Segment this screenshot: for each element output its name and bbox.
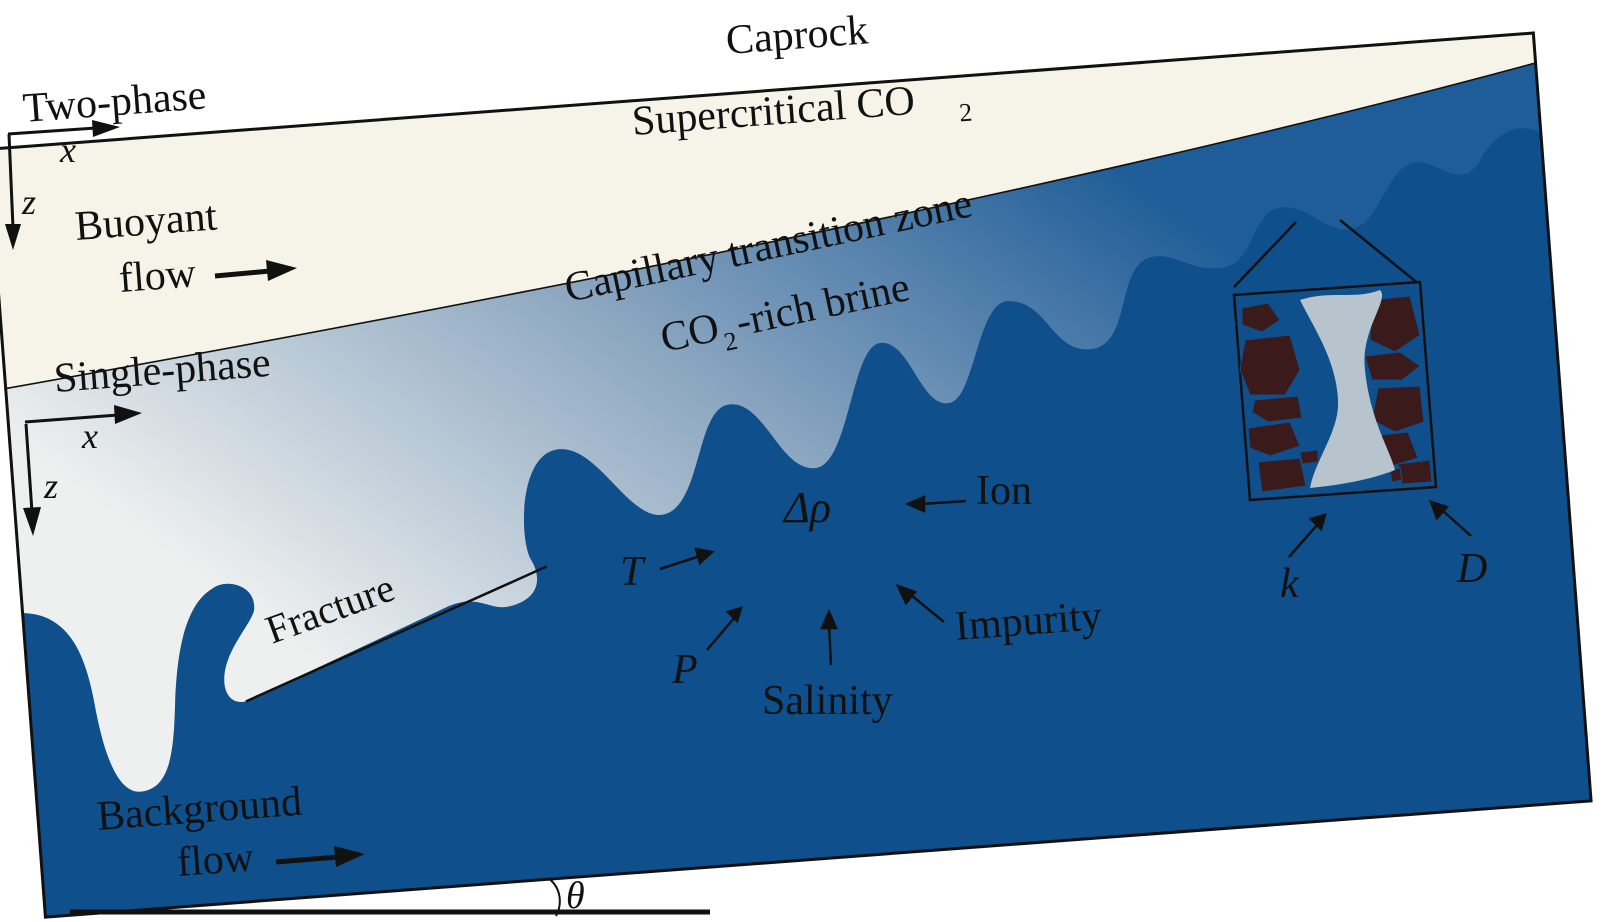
permeability-label: k: [1280, 561, 1300, 607]
background-flow-arrow: [275, 854, 339, 865]
x-arrow-icon: [114, 405, 142, 424]
caprock-two-phase-region: [0, 33, 1536, 389]
x-axis-label-bottom: x: [81, 416, 98, 456]
two-phase-label: Two-phase: [21, 72, 208, 132]
density-difference-label: Δρ: [782, 483, 831, 532]
temperature-label: T: [620, 549, 646, 595]
x-arrow-icon: [92, 120, 120, 137]
ion-label: Ion: [976, 468, 1032, 514]
salinity-label: Salinity: [762, 678, 893, 724]
influence-arrows: [659, 495, 1472, 666]
buoyant-flow-arrow: [214, 268, 271, 279]
capillary-boundary-line: [5, 62, 1536, 390]
buoyant-label: Buoyant: [73, 193, 219, 250]
z-arrow-icon: [23, 507, 41, 536]
impurity-label: Impurity: [953, 593, 1103, 650]
domain-outline: [0, 31, 1593, 919]
fracture-line: [245, 565, 548, 703]
theta-label: θ: [566, 875, 585, 917]
buoyant-flow-label: flow: [117, 250, 198, 302]
pore-scale-inset: [1232, 219, 1438, 502]
z-arrow-icon: [5, 224, 21, 250]
svg-text:2: 2: [721, 326, 740, 357]
arrow-right-icon: [334, 846, 365, 867]
background-flow-label: flow: [175, 834, 256, 886]
x-axis-label-top: x: [59, 130, 76, 170]
arrow-right-icon: [266, 260, 297, 281]
rock-grains: [1239, 295, 1433, 493]
theta-arc: [547, 877, 561, 917]
z-axis-label-bottom: z: [43, 466, 58, 506]
z-axis-label-top: z: [21, 182, 36, 222]
diffusion-label: D: [1456, 546, 1487, 592]
caprock-label: Caprock: [724, 7, 869, 64]
axes-bottom: [23, 405, 142, 536]
svg-text:2: 2: [958, 98, 973, 128]
pore-throat: [1300, 290, 1395, 488]
axes-top: [5, 120, 120, 250]
pressure-label: P: [671, 647, 698, 693]
aquifer-domain: [0, 31, 1593, 919]
